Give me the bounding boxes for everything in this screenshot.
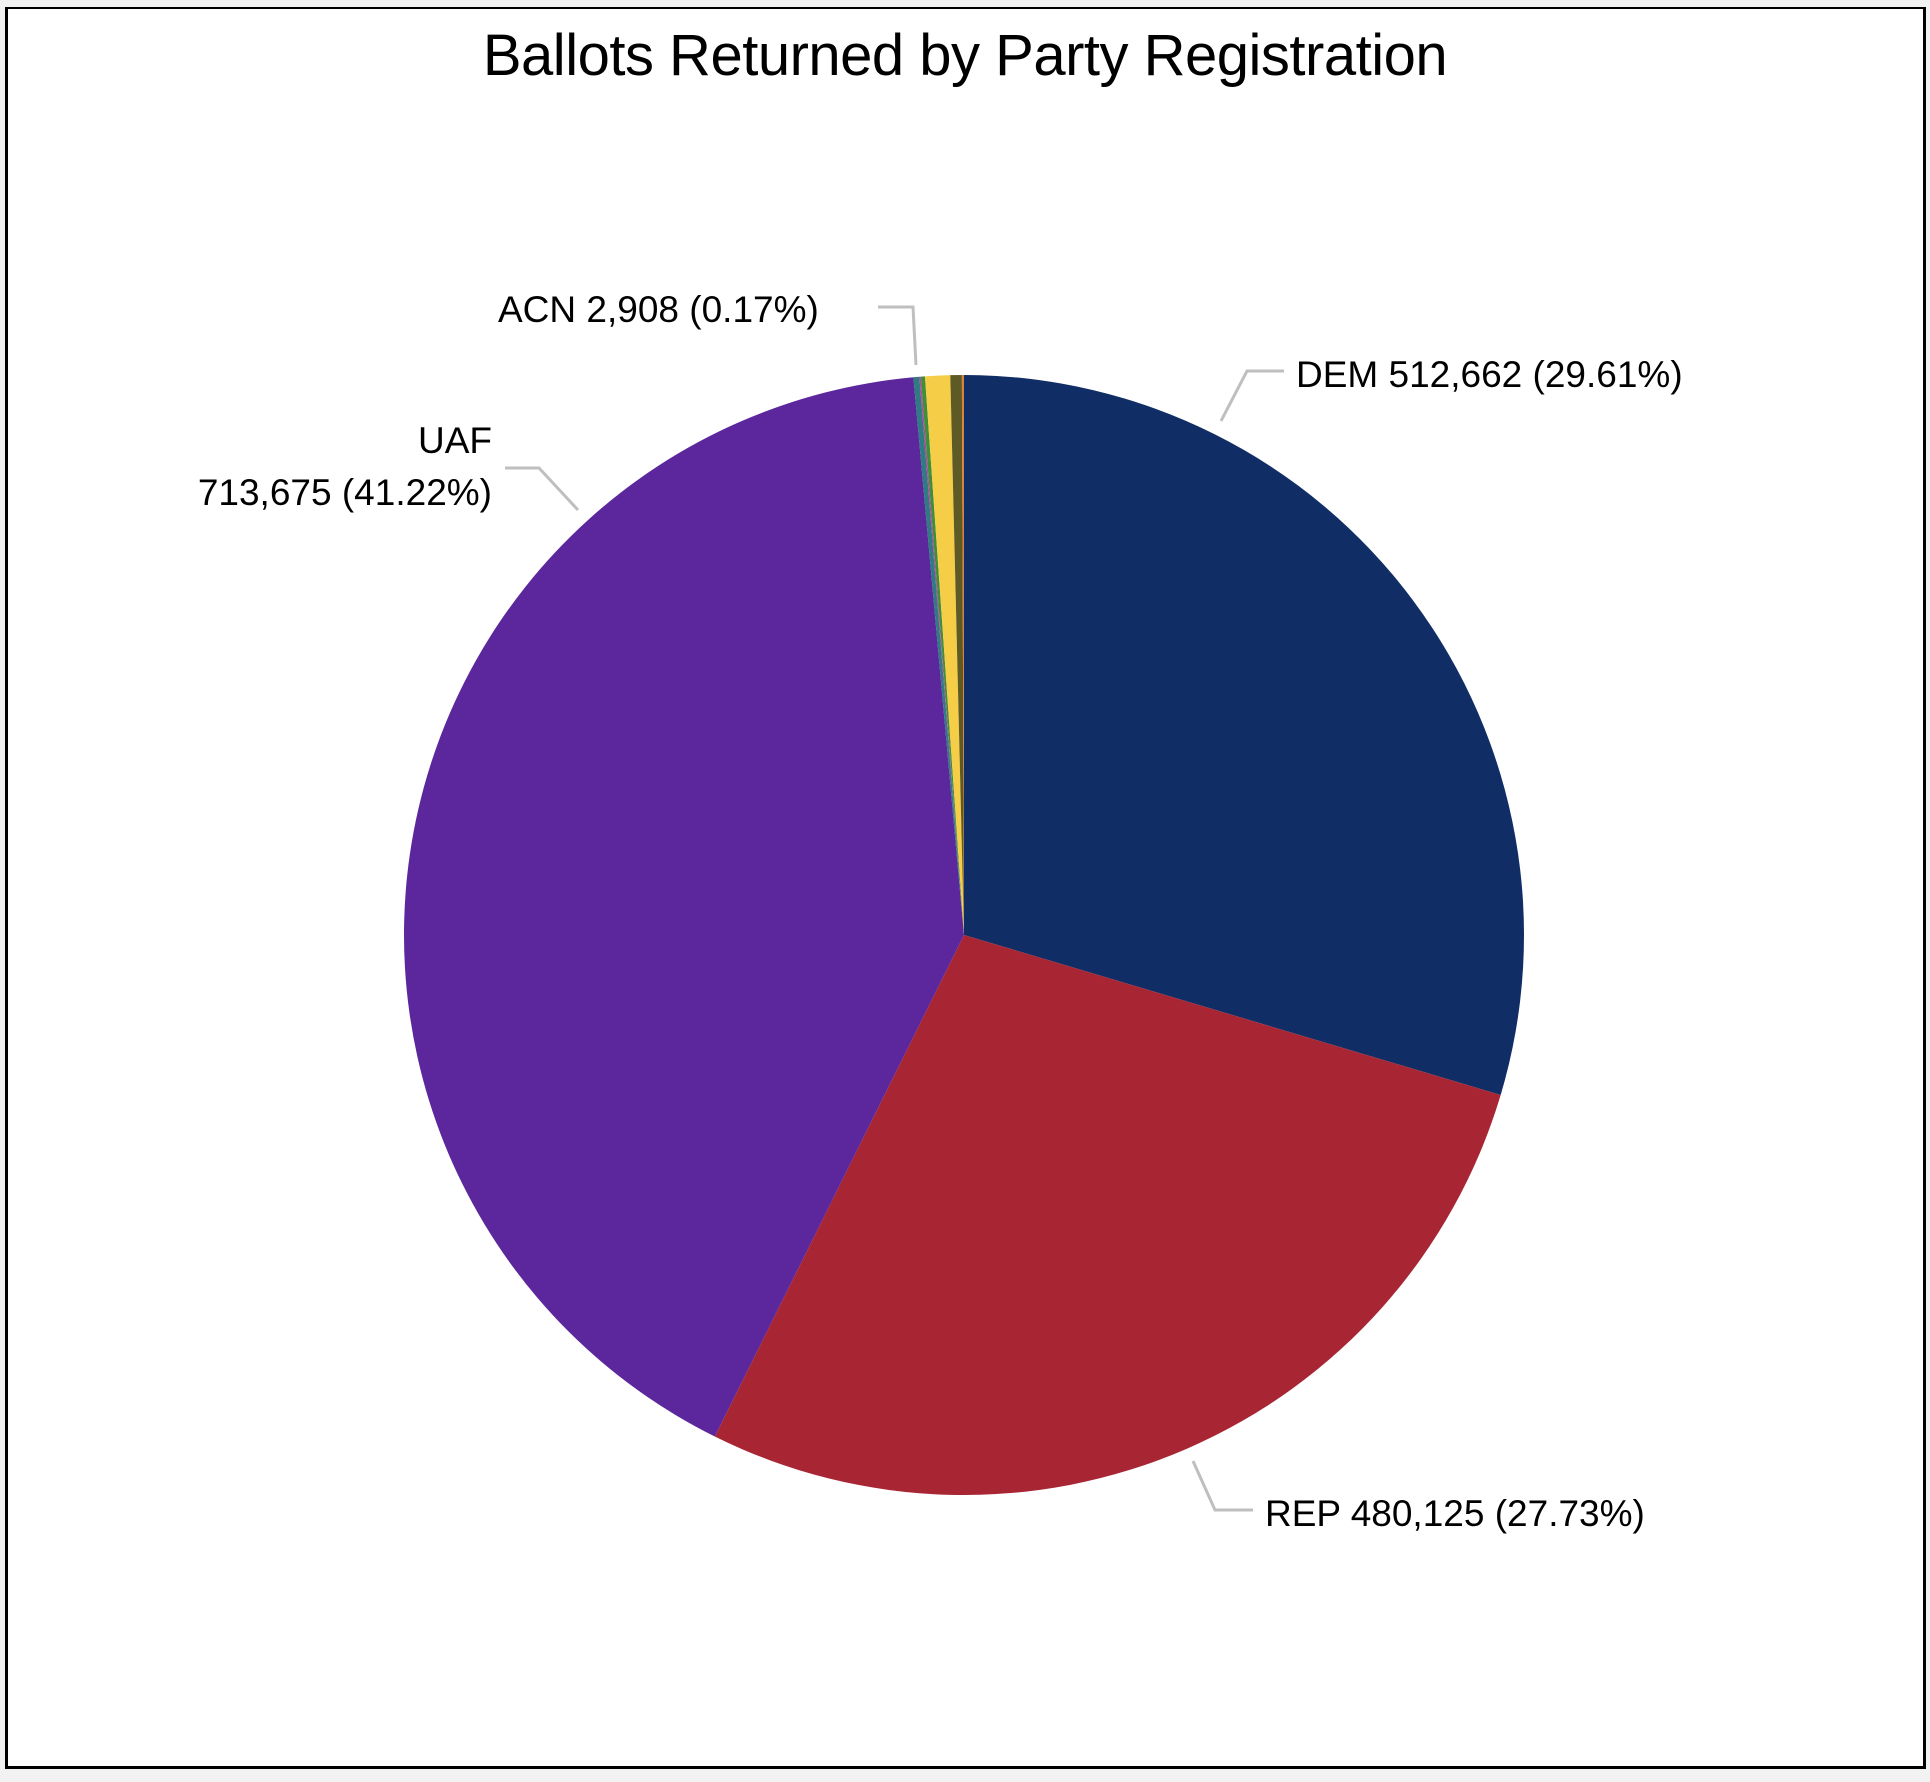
leader-line-dem xyxy=(1219,369,1284,422)
pie-slice-uaf xyxy=(403,377,964,1437)
pie-slice-other-5 xyxy=(961,375,964,935)
uaf-label-name: UAF xyxy=(418,420,492,461)
pie-slice-rep xyxy=(714,935,1501,1495)
pie-slice-other-1 xyxy=(919,376,964,935)
leader-line-uaf xyxy=(505,466,580,512)
data-label-rep: REP 480,125 (27.73%) xyxy=(1265,1488,1645,1540)
pie-slice-other-2 xyxy=(920,376,964,935)
pie-slice-dem xyxy=(964,375,1524,1095)
pie-slice-other-4 xyxy=(950,375,964,935)
pie-slices xyxy=(403,375,1524,1495)
acn-label-text: ACN 2,908 (0.17%) xyxy=(498,289,819,330)
rep-label-text: REP 480,125 (27.73%) xyxy=(1265,1493,1645,1534)
leader-line-rep xyxy=(1191,1460,1253,1512)
data-label-dem: DEM 512,662 (29.61%) xyxy=(1296,349,1683,401)
chart-title: Ballots Returned by Party Registration xyxy=(482,23,1448,88)
dem-label-text: DEM 512,662 (29.61%) xyxy=(1296,354,1683,395)
pie-slice-acn xyxy=(913,376,964,935)
uaf-label-value: 713,675 (41.22%) xyxy=(197,472,492,513)
data-label-acn: ACN 2,908 (0.17%) xyxy=(498,284,819,336)
data-label-uaf: UAF 713,675 (41.22%) xyxy=(198,415,492,519)
leader-lines xyxy=(505,305,1284,1512)
pie-slice-other-3 xyxy=(924,375,964,936)
leader-line-acn xyxy=(878,305,918,366)
